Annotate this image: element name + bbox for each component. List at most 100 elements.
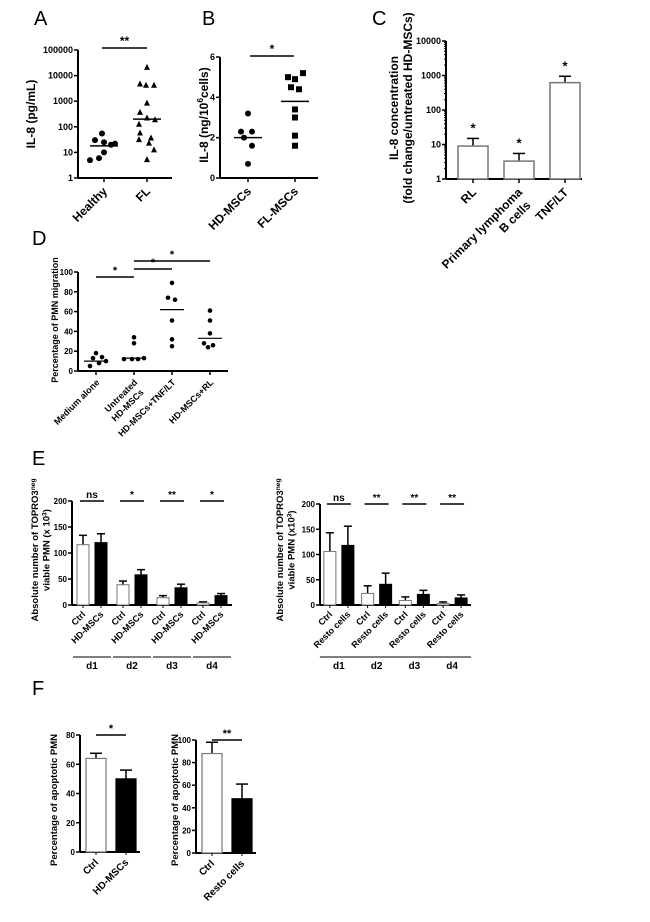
svg-text:*: * xyxy=(130,490,134,501)
panel-label-e: E xyxy=(32,448,46,470)
chart-e-resto-cells: 0 50 100 150 200 Absolute number of TOPRO3neg… xyxy=(275,478,472,672)
svg-text:80: 80 xyxy=(66,731,75,740)
svg-text:80: 80 xyxy=(64,288,73,297)
svg-text:FL-MSCs: FL-MSCs xyxy=(254,184,301,231)
svg-text:100: 100 xyxy=(302,551,316,560)
svg-text:*: * xyxy=(470,120,476,135)
svg-text:**: ** xyxy=(223,728,232,740)
panel-label-a: A xyxy=(34,8,48,30)
chart-e-hd-mscs: 0 50 100 150 200 Absolute number of TOPRO3neg… xyxy=(30,478,232,672)
svg-text:60: 60 xyxy=(66,760,75,769)
svg-text:Ctrl: Ctrl xyxy=(197,858,217,878)
svg-text:*: * xyxy=(170,249,175,261)
chart-c: 1 10 100 1000 10000 IL-8 concentration (fold c… xyxy=(387,12,582,272)
svg-text:d2: d2 xyxy=(371,661,383,672)
svg-text:200: 200 xyxy=(302,500,316,509)
svg-text:*: * xyxy=(516,135,522,150)
svg-text:Medium alone: Medium alone xyxy=(52,377,102,427)
svg-text:20: 20 xyxy=(66,819,75,828)
svg-text:**: ** xyxy=(410,493,418,504)
svg-text:40: 40 xyxy=(182,804,191,813)
chart-b: 0 2 4 6 IL-8 (ng/106cells) HD-MSCs FL-MSCs * xyxy=(195,42,318,233)
svg-text:d1: d1 xyxy=(86,661,98,672)
svg-text:Ctrl: Ctrl xyxy=(81,857,101,877)
svg-text:0: 0 xyxy=(187,849,192,858)
svg-text:100: 100 xyxy=(60,268,74,277)
svg-text:1: 1 xyxy=(436,174,441,184)
svg-text:150: 150 xyxy=(302,525,316,534)
svg-text:IL-8 (pg/mL): IL-8 (pg/mL) xyxy=(24,80,38,149)
svg-text:1000: 1000 xyxy=(421,71,441,81)
svg-text:10000: 10000 xyxy=(416,36,441,46)
svg-text:6: 6 xyxy=(210,52,215,62)
svg-text:ns: ns xyxy=(333,493,345,504)
svg-text:*: * xyxy=(113,265,118,277)
svg-text:200: 200 xyxy=(54,497,68,506)
svg-text:100: 100 xyxy=(426,105,441,115)
svg-text:2: 2 xyxy=(210,133,215,143)
svg-text:**: ** xyxy=(120,34,130,48)
panel-label-f: F xyxy=(32,678,45,700)
svg-text:**: ** xyxy=(168,490,176,501)
svg-text:Healthy: Healthy xyxy=(70,184,111,225)
svg-text:viable PMN (x 103): viable PMN (x 103) xyxy=(41,509,53,591)
svg-text:*: * xyxy=(270,42,275,56)
svg-text:20: 20 xyxy=(64,347,73,356)
svg-text:50: 50 xyxy=(58,575,67,584)
svg-text:(fold change/untreated HD-MSCs: (fold change/untreated HD-MSCs) xyxy=(401,12,415,203)
svg-text:0: 0 xyxy=(63,601,68,610)
svg-text:10000: 10000 xyxy=(48,71,73,81)
svg-text:100: 100 xyxy=(178,736,192,745)
svg-text:100: 100 xyxy=(58,122,73,132)
svg-text:50: 50 xyxy=(306,576,315,585)
svg-text:*: * xyxy=(151,257,156,269)
chart-f-hd-mscs: 0 20 40 60 80 Percentage of apoptotic PMN Ctrl… xyxy=(49,723,140,897)
svg-text:150: 150 xyxy=(54,523,68,532)
svg-text:FL: FL xyxy=(133,184,153,204)
svg-text:**: ** xyxy=(373,493,381,504)
svg-text:**: ** xyxy=(448,493,456,504)
svg-text:1000: 1000 xyxy=(53,96,73,106)
panel-label-d: D xyxy=(32,228,47,250)
svg-text:0: 0 xyxy=(69,367,74,376)
panel-label-c: C xyxy=(372,8,387,30)
svg-text:10: 10 xyxy=(63,147,73,157)
svg-text:1: 1 xyxy=(68,173,73,183)
svg-text:0: 0 xyxy=(71,848,76,857)
svg-text:4: 4 xyxy=(210,92,215,102)
svg-text:d4: d4 xyxy=(446,661,458,672)
svg-text:d2: d2 xyxy=(126,661,138,672)
svg-text:100000: 100000 xyxy=(43,45,73,55)
svg-text:d3: d3 xyxy=(166,661,178,672)
svg-text:TNF/LT: TNF/LT xyxy=(533,185,572,224)
svg-text:Percentage of apoptotic PMN: Percentage of apoptotic PMN xyxy=(170,734,181,866)
svg-text:d3: d3 xyxy=(409,661,421,672)
svg-text:*: * xyxy=(210,490,214,501)
svg-text:20: 20 xyxy=(182,826,191,835)
svg-text:d4: d4 xyxy=(206,661,218,672)
svg-text:*: * xyxy=(562,58,568,73)
svg-text:Absolute number of TOPRO3neg: Absolute number of TOPRO3neg xyxy=(30,478,42,621)
svg-text:Absolute number of TOPRO3neg: Absolute number of TOPRO3neg xyxy=(275,478,287,621)
svg-text:Percentage of PMN migration: Percentage of PMN migration xyxy=(50,257,60,383)
svg-text:40: 40 xyxy=(66,790,75,799)
chart-a: 1 10 100 1000 10000 100000 IL-8 (pg/mL) Healthy… xyxy=(24,34,172,225)
svg-text:ns: ns xyxy=(86,490,98,501)
svg-text:0: 0 xyxy=(210,173,215,183)
svg-text:60: 60 xyxy=(64,308,73,317)
svg-text:d1: d1 xyxy=(333,661,345,672)
svg-text:HD-MSCs: HD-MSCs xyxy=(206,184,255,233)
svg-text:60: 60 xyxy=(182,781,191,790)
svg-text:80: 80 xyxy=(182,759,191,768)
svg-text:viable PMN (x103): viable PMN (x103) xyxy=(286,510,298,589)
svg-text:40: 40 xyxy=(64,327,73,336)
svg-text:IL-8 concentration: IL-8 concentration xyxy=(387,56,401,160)
svg-text:Percentage of apoptotic PMN: Percentage of apoptotic PMN xyxy=(49,734,60,866)
svg-text:0: 0 xyxy=(311,601,316,610)
svg-text:10: 10 xyxy=(431,140,441,150)
svg-text:RL: RL xyxy=(458,185,479,206)
svg-text:100: 100 xyxy=(54,549,68,558)
